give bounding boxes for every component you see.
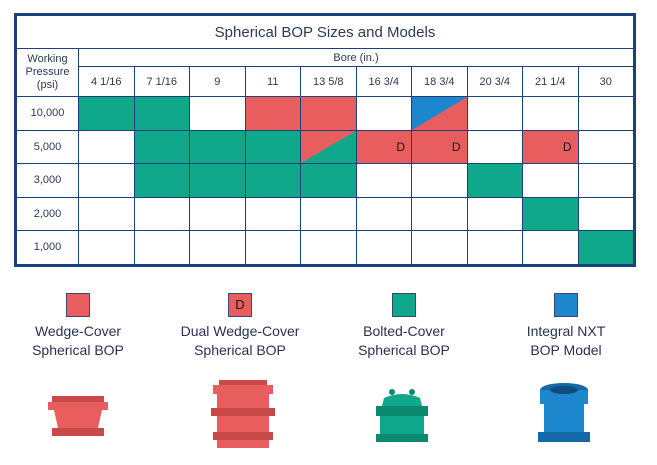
legend-dual-mark: D: [235, 297, 245, 312]
grid-cell: [301, 164, 357, 198]
bore-label: 13 5/8: [301, 67, 357, 97]
bore-label: 11: [245, 67, 301, 97]
grid-cell: [190, 197, 246, 231]
dual-wedge-cover-bop-icon: [211, 380, 275, 448]
grid-cell: [412, 197, 468, 231]
chart-title: Spherical BOP Sizes and Models: [17, 16, 633, 49]
bolted-cover-bop-icon: [376, 389, 428, 442]
grid-cell: [245, 164, 301, 198]
grid-cell: [134, 164, 190, 198]
grid-cell: [578, 197, 634, 231]
grid-cell: [190, 130, 246, 164]
bore-label: 18 3/4: [412, 67, 468, 97]
dual-mark: D: [562, 139, 572, 154]
bore-label: 7 1/16: [134, 67, 190, 97]
grid-cell: [134, 97, 190, 131]
bore-label: 21 1/4: [523, 67, 579, 97]
grid-cell: [523, 164, 579, 198]
grid-cell: D: [412, 130, 468, 164]
pressure-label: 10,000: [17, 97, 79, 131]
bore-header: Bore (in.): [79, 49, 633, 67]
legend-swatch-integral: [554, 293, 578, 317]
dual-mark: D: [396, 139, 405, 154]
legend-label-bolted: Bolted-Cover Spherical BOP: [358, 323, 450, 358]
pressure-header: Working Pressure (psi): [17, 49, 79, 97]
grid-cell: [245, 231, 301, 265]
integral-nxt-bop-icon: [538, 383, 590, 442]
bore-label: 4 1/16: [79, 67, 135, 97]
grid-cell: [301, 231, 357, 265]
grid-cell: [79, 164, 135, 198]
grid-cell: [412, 164, 468, 198]
grid-cell: [190, 97, 246, 131]
grid-cell: [245, 130, 301, 164]
grid-cell: [301, 97, 357, 131]
grid-cell: [467, 231, 523, 265]
grid-cell: [412, 231, 468, 265]
grid-cell: [523, 231, 579, 265]
dual-mark: D: [451, 139, 461, 154]
grid-cell: [412, 97, 468, 131]
grid-cell: [578, 97, 634, 131]
grid-cell: [467, 197, 523, 231]
bore-label: 16 3/4: [356, 67, 412, 97]
legend-swatch-bolted: [392, 293, 416, 317]
grid-cell: [190, 231, 246, 265]
bore-label: 20 3/4: [467, 67, 523, 97]
grid-cell: [134, 197, 190, 231]
grid-cell: [245, 97, 301, 131]
grid-cell: D: [356, 130, 412, 164]
bore-label: 9: [190, 67, 246, 97]
grid-cell: [79, 97, 135, 131]
grid-cell: D: [523, 130, 579, 164]
grid-cell: [190, 164, 246, 198]
legend-swatch-dual: D: [228, 293, 252, 317]
grid-cell: [79, 231, 135, 265]
grid-cell: [467, 130, 523, 164]
grid-cell: [467, 97, 523, 131]
grid-cell: [134, 231, 190, 265]
grid-cell: [467, 164, 523, 198]
grid-cell: [356, 97, 412, 131]
grid-cell: [523, 197, 579, 231]
grid-cell: [578, 164, 634, 198]
grid-cell: [523, 97, 579, 131]
grid-cell: [301, 130, 357, 164]
wedge-cover-bop-icon: [48, 396, 108, 436]
grid-cell: [356, 231, 412, 265]
grid-cell: [356, 164, 412, 198]
bop-size-grid: Spherical BOP Sizes and Models Working Pr…: [14, 13, 636, 267]
legend-label-wedge: Wedge-Cover Spherical BOP: [32, 323, 124, 358]
pressure-label: 3,000: [17, 164, 79, 198]
grid-cell: [134, 130, 190, 164]
grid-cell: [356, 197, 412, 231]
bore-label: 30: [578, 67, 634, 97]
grid-cell: [578, 231, 634, 265]
pressure-label: 5,000: [17, 130, 79, 164]
legend-swatch-wedge: [66, 293, 90, 317]
legend-label-integral: Integral NXT BOP Model: [526, 323, 606, 358]
grid-cell: [79, 197, 135, 231]
grid-cell: [301, 197, 357, 231]
pressure-label: 1,000: [17, 231, 79, 265]
legend-label-dual: Dual Wedge-Cover Spherical BOP: [180, 323, 300, 358]
grid-cell: [578, 130, 634, 164]
pressure-label: 2,000: [17, 197, 79, 231]
grid-cell: [245, 197, 301, 231]
grid-cell: [79, 130, 135, 164]
